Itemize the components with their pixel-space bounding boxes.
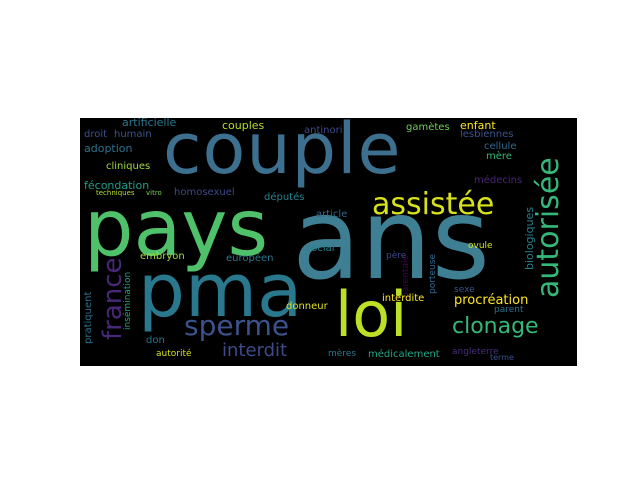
word-lesbiennes: lesbiennes [460, 129, 514, 140]
word-procreation: procréation [454, 293, 529, 308]
word-gametes: gamètes [406, 122, 450, 133]
word-fecondation: fécondation [84, 179, 150, 192]
word-pma: pma [138, 248, 303, 334]
word-sperme: sperme [184, 309, 290, 342]
word-porteuse: porteuse [428, 254, 438, 294]
word-donneur: donneur [286, 301, 328, 312]
word-medicalement: médicalement [368, 349, 440, 360]
word-pere: père [386, 251, 407, 261]
word-vitro: vitro [146, 189, 162, 197]
word-social: social [306, 243, 335, 254]
word-medecins: médecins [474, 175, 523, 186]
word-pratiquent: pratiquent [83, 291, 94, 344]
word-meres: mères [328, 349, 357, 359]
word-mere: mère [486, 151, 512, 162]
word-antinori: antinori [304, 125, 343, 136]
word-droit: droit [84, 129, 108, 140]
word-techniques: techniques [96, 189, 135, 197]
word-angleterre: angleterre [452, 347, 499, 357]
word-interdit: interdit [222, 340, 288, 361]
word-europeen: européen [226, 253, 274, 264]
word-biologiques: biologiques [523, 206, 536, 270]
word-loi: loi [335, 278, 408, 351]
word-cliniques: cliniques [106, 161, 151, 172]
word-parentale: parentale [401, 254, 411, 298]
word-autorite: autorité [156, 349, 192, 359]
word-humain: humain [114, 129, 152, 140]
word-autorisee: autorisée [531, 157, 566, 298]
word-ans: ans [292, 175, 490, 305]
word-assistee: assistée [372, 187, 495, 222]
word-couple: couple [163, 118, 402, 190]
word-terme: terme [490, 353, 514, 362]
word-enfant: enfant [460, 119, 496, 132]
word-cellule: cellule [484, 141, 517, 152]
word-cloud: couple pays ans pma loi autorisée assist… [80, 118, 577, 366]
word-pays: pays [84, 184, 269, 274]
word-don: don [146, 335, 165, 346]
word-ovule: ovule [468, 241, 493, 251]
word-sexe: sexe [454, 285, 475, 295]
word-clonage: clonage [452, 314, 539, 339]
word-couples: couples [222, 119, 265, 132]
word-deputes: députés [264, 192, 305, 203]
word-parent: parent [494, 305, 524, 315]
word-homosexuel: homosexuel [174, 187, 235, 198]
word-insemination: insémination [123, 271, 133, 330]
word-artificielle: artificielle [122, 118, 177, 129]
word-article: article [316, 209, 348, 220]
word-interdite: interdite [382, 293, 425, 304]
word-embryon: embryon [140, 251, 185, 262]
word-adoption: adoption [84, 142, 133, 155]
